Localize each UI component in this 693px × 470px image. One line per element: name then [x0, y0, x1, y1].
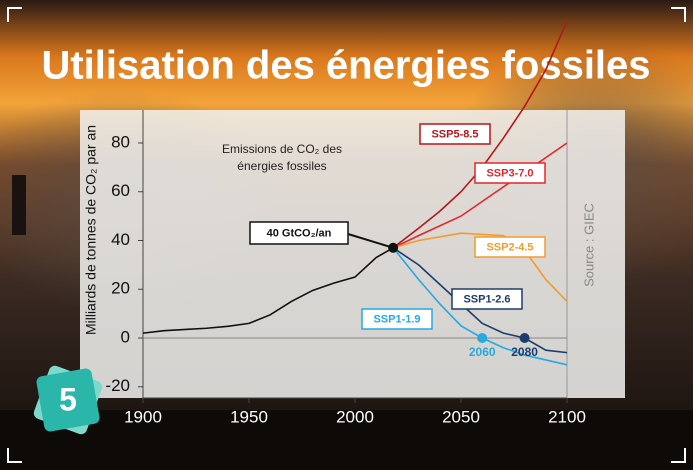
annotation: 40 GtCO₂/an [267, 227, 332, 239]
legend-label: SSP1-2.6 [463, 293, 510, 305]
line-series [392, 142, 568, 249]
line-series [142, 247, 394, 334]
line-series [392, 247, 568, 354]
highlight-label: 2060 [469, 345, 496, 359]
badge-number: 5 [59, 381, 77, 417]
badge: 5 [33, 365, 103, 435]
annotation-arrow [347, 233, 394, 249]
y-tick-label: 0 [121, 327, 130, 346]
legend-label: SSP2-4.5 [486, 241, 533, 253]
highlight-point [477, 332, 488, 343]
annotation-box [249, 221, 349, 245]
chart: -20 0 20 40 60 80 1900 1950 2000 2050 2100 Milliard… [83, 20, 596, 426]
ground [0, 410, 693, 470]
y-tick-label: 60 [111, 181, 130, 200]
source: Source : GIEC [581, 203, 596, 287]
legend-box [474, 236, 546, 258]
legend-label: SSP5-8.5 [431, 128, 478, 140]
corner-brackets [7, 7, 686, 463]
legend-box [419, 123, 491, 145]
page-title: Utilisation des énergies fossiles [41, 44, 650, 88]
legend-box [474, 162, 546, 184]
x-tick-label: 2000 [336, 407, 374, 426]
x-tick-label: 1900 [124, 407, 162, 426]
y-tick-label: 80 [111, 132, 130, 151]
x-tick-label: 1950 [230, 407, 268, 426]
chimney [12, 175, 26, 235]
y-tick-label: 20 [111, 279, 130, 298]
highlight-point [519, 332, 530, 343]
x-tick-label: 2050 [442, 407, 480, 426]
line-series [392, 232, 568, 302]
y-tick-label: 40 [111, 230, 130, 249]
chart-title: Emissions de CO₂ des énergies fossiles [222, 142, 342, 173]
x-tick-label: 2100 [548, 407, 586, 426]
legend-label: SSP1-1.9 [373, 313, 420, 325]
legend-label: SSP3-7.0 [486, 167, 533, 179]
legend-box [361, 308, 433, 330]
legend-box [451, 288, 523, 310]
y-tick-label: -20 [105, 376, 130, 395]
y-axis-label: Milliards de tonnes de CO₂ par an [83, 125, 99, 335]
highlight-label: 2080 [511, 345, 538, 359]
